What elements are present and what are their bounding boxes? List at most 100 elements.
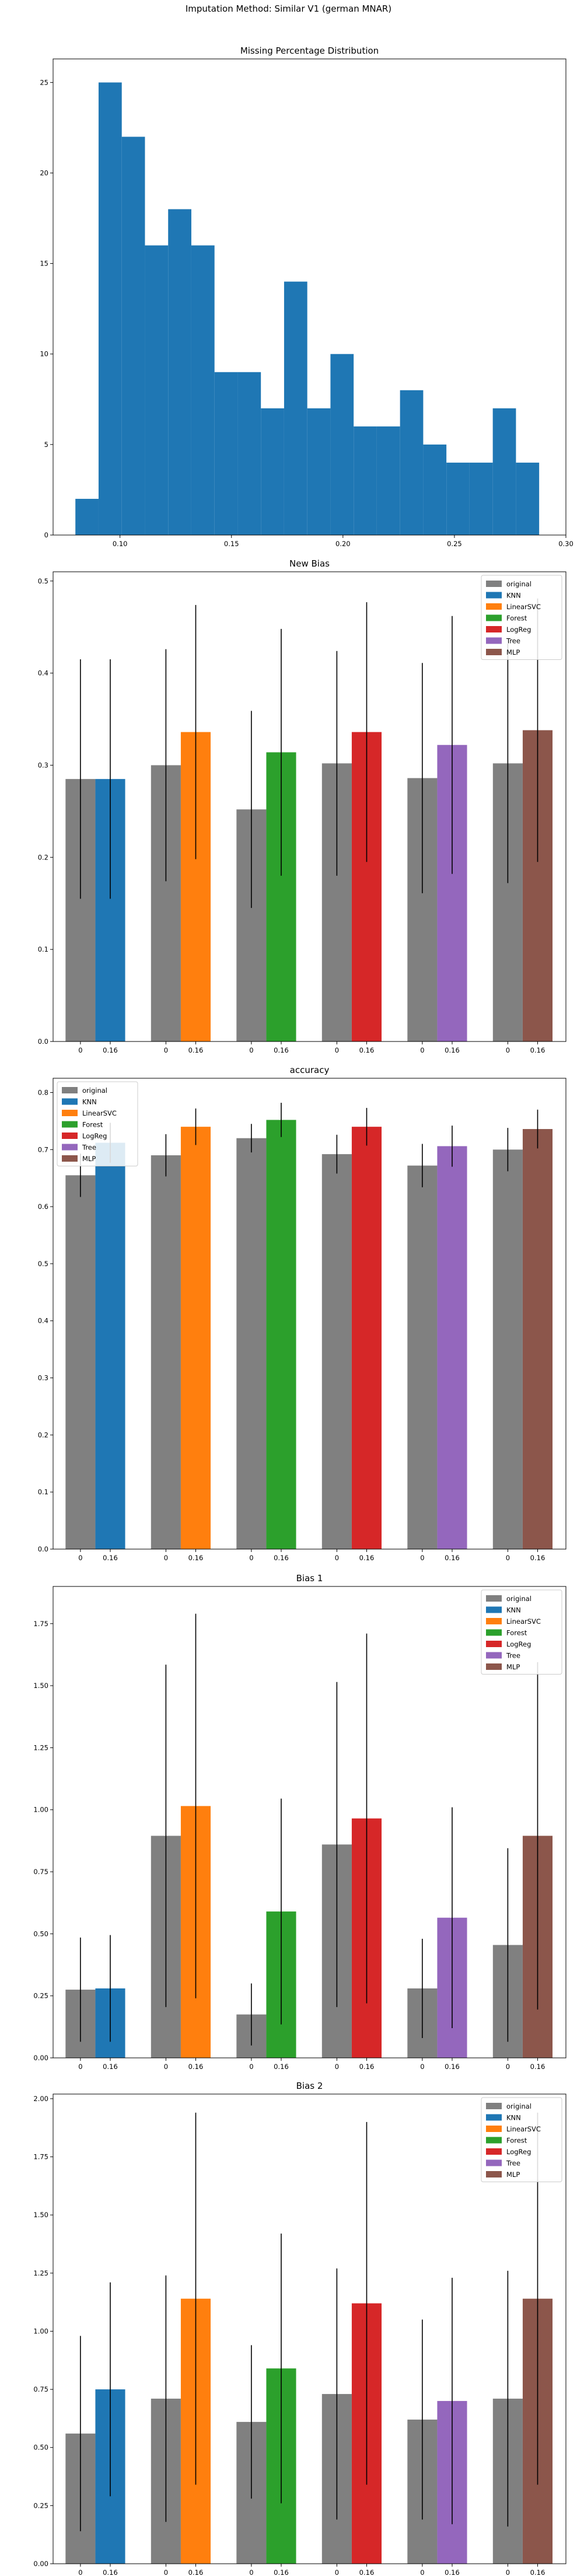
x-tick-label: 0 [78,1554,82,1562]
legend-label: KNN [82,1098,97,1106]
histogram-bar [168,209,191,536]
y-tick-label: 0.50 [33,1930,48,1938]
legend-swatch [486,626,502,632]
legend-label: LogReg [506,2148,531,2156]
y-tick-label: 1.00 [33,1806,48,1814]
y-tick-label: 20 [40,169,48,177]
legend-label: original [82,1086,107,1095]
y-tick-label: 25 [40,78,48,86]
histogram-bar [121,137,145,536]
y-tick-label: 0.50 [33,2444,48,2452]
y-tick-label: 0.5 [38,1260,48,1268]
figure-title: Imputation Method: Similar V1 (german MN… [185,4,392,14]
x-tick-label: 0 [335,1554,339,1562]
panel-title: Missing Percentage Distribution [240,46,379,56]
histogram-bar [376,426,400,535]
histogram-bar [423,444,447,535]
x-tick-label: 0.16 [530,2063,545,2071]
x-tick-label: 0 [249,2063,253,2071]
x-tick-label: 0 [249,2568,253,2576]
y-tick-label: 1.50 [33,2211,48,2219]
x-tick-label: 0.16 [359,2568,375,2576]
legend-swatch [62,1087,78,1093]
x-tick-label: 0 [249,1046,253,1054]
x-tick-label: 0 [420,2568,424,2576]
legend-label: Forest [506,2137,527,2145]
x-tick-label: 0 [164,1554,168,1562]
x-tick-label: 0.16 [445,1046,460,1054]
y-tick-label: 0.6 [38,1203,48,1211]
y-tick-label: 2.00 [33,2095,48,2103]
x-tick-label: 0 [506,1046,510,1054]
legend-swatch [486,614,502,621]
plot-frame [53,2093,566,2564]
x-tick-label: 0 [164,2063,168,2071]
y-tick-label: 0.75 [33,2385,48,2393]
x-tick-label: 0.16 [359,1554,375,1562]
y-tick-label: 1.75 [33,2153,48,2161]
x-tick-label: 0.25 [447,540,462,548]
legend-label: original [506,1595,531,1603]
y-tick-label: 1.25 [33,2269,48,2277]
histogram-bar [75,498,99,535]
y-tick-label: 0.75 [33,1868,48,1876]
histogram-bar [400,390,424,535]
y-tick-label: 0 [44,531,48,539]
bar-original [407,1165,438,1549]
y-tick-label: 1.25 [33,1743,48,1752]
x-tick-label: 0.16 [274,1554,289,1562]
legend-swatch [486,649,502,655]
bar-mlp [522,1129,553,1549]
y-tick-label: 0.25 [33,1992,48,2000]
legend-label: LogReg [506,1640,531,1648]
legend-label: original [506,2102,531,2110]
y-tick-label: 0.8 [38,1088,48,1096]
x-tick-label: 0 [420,1554,424,1562]
x-tick-label: 0 [335,1046,339,1054]
plot-frame [53,571,566,1042]
legend-label: original [506,580,531,588]
legend-label: Forest [506,1629,527,1637]
histogram-bar [446,462,470,535]
panel-title: Bias 1 [296,1573,323,1584]
panel-title: New Bias [289,558,330,569]
x-tick-label: 0.16 [359,1046,375,1054]
y-tick-label: 0.0 [38,1545,48,1553]
y-tick-label: 0.2 [38,853,48,861]
bar-forest [266,1120,296,1549]
legend-label: Tree [506,637,520,645]
legend-label: KNN [506,592,521,600]
x-tick-label: 0.16 [530,1554,545,1562]
x-tick-label: 0.10 [113,540,128,548]
legend-label: KNN [506,2114,521,2122]
y-tick-label: 1.75 [33,1620,48,1628]
x-tick-label: 0.20 [335,540,351,548]
legend-swatch [486,1606,502,1613]
legend-swatch [486,1595,502,1602]
x-tick-label: 0.16 [188,2568,204,2576]
y-tick-label: 15 [40,260,48,268]
y-tick-label: 0.3 [38,1374,48,1382]
plot-frame [53,1586,566,2058]
y-tick-label: 0.4 [38,1317,48,1325]
y-tick-label: 0.25 [33,2501,48,2509]
y-tick-label: 0.3 [38,761,48,769]
panel-title: Bias 2 [296,2081,323,2091]
x-tick-label: 0.16 [103,2568,118,2576]
legend-label: KNN [506,1606,521,1614]
legend-swatch [486,2103,502,2109]
legend-label: Forest [82,1121,103,1129]
y-tick-label: 0.00 [33,2560,48,2568]
x-tick-label: 0.16 [530,2568,545,2576]
x-tick-label: 0 [78,2063,82,2071]
legend-label: LogReg [82,1132,107,1140]
x-tick-label: 0.16 [274,2063,289,2071]
x-tick-label: 0 [420,2063,424,2071]
x-tick-label: 0 [420,1046,424,1054]
x-tick-label: 0.16 [188,2063,204,2071]
bar-original [321,1154,352,1549]
legend-label: MLP [506,648,520,656]
histogram-bar [214,372,238,535]
x-tick-label: 0.16 [274,2568,289,2576]
